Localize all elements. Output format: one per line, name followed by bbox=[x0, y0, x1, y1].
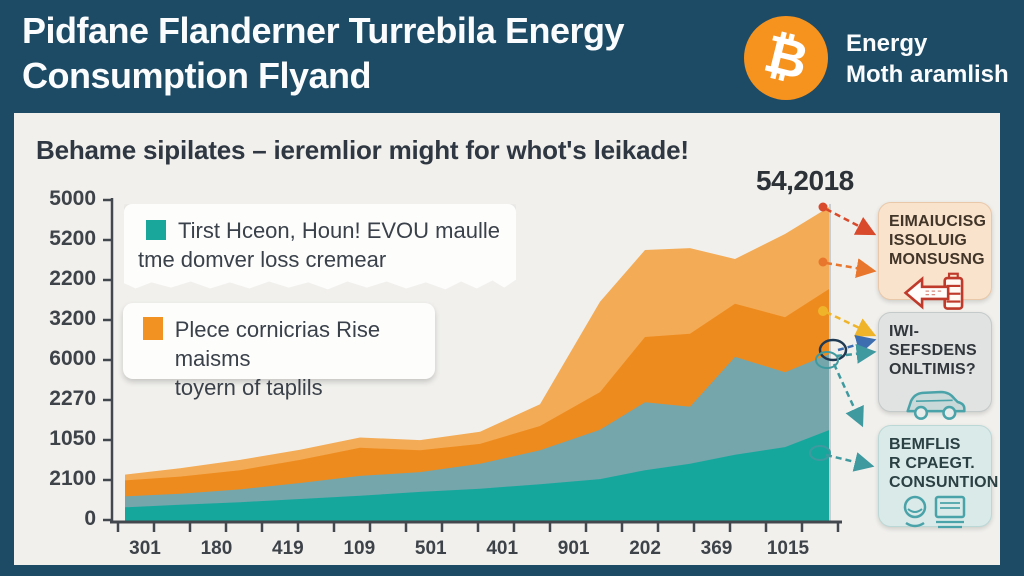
bitcoin-logo: ₿ bbox=[744, 16, 828, 100]
title-line-2: Consumption Flyand bbox=[22, 55, 371, 96]
orange-swatch-icon bbox=[143, 317, 163, 340]
coins-laptop-icon bbox=[903, 495, 966, 529]
callout-a-line-2: ISSOLUIG bbox=[889, 232, 968, 249]
y-tick-label: 5000 bbox=[49, 187, 96, 210]
x-tick-label: 301 bbox=[129, 538, 161, 559]
car-icon bbox=[906, 390, 966, 420]
peak-annotation: 54,2018 bbox=[756, 165, 854, 196]
callout-sessions: IWI- SEFSDENS ONLTIMIS? bbox=[878, 312, 992, 420]
callout-b-line-3: ONLTIMIS? bbox=[889, 361, 976, 378]
x-tick-label: 202 bbox=[629, 538, 661, 559]
logo-text-line-1: Energy bbox=[846, 30, 928, 57]
callout-c-line-1: BEMFLIS bbox=[889, 436, 961, 453]
x-tick-label: 180 bbox=[200, 538, 233, 559]
x-tick-label: 901 bbox=[557, 538, 590, 559]
legend-card-1: Tirst Hceon, Houn! EVOU maulle tme domve… bbox=[124, 204, 516, 290]
callout-c-line-3: CONSUNTION bbox=[889, 474, 999, 491]
content-panel: Behame sipilates – ieremlior might for w… bbox=[14, 113, 1000, 565]
bitcoin-icon: ₿ bbox=[758, 23, 814, 93]
y-tick-label: 0 bbox=[84, 507, 96, 530]
subtitle: Behame sipilates – ieremlior might for w… bbox=[36, 135, 689, 165]
teal-swatch-icon bbox=[146, 220, 166, 240]
x-tick-label: 369 bbox=[700, 538, 733, 559]
y-tick-label: 6000 bbox=[49, 347, 96, 370]
y-tick-label: 3200 bbox=[49, 307, 96, 330]
callout-b-line-1: IWI- bbox=[889, 323, 920, 340]
y-tick-label: 2270 bbox=[49, 387, 96, 410]
page-title: Pidfane Flanderner Turrebila Energy Cons… bbox=[22, 8, 625, 98]
title-line-1: Pidfane Flanderner Turrebila Energy bbox=[22, 10, 625, 51]
legend-1-text-1: Tirst Hceon, Houn! EVOU maulle bbox=[178, 218, 500, 243]
arrow-battery-icon bbox=[903, 272, 964, 310]
callout-c-line-2: R CPAEGT. bbox=[889, 455, 975, 472]
x-tick-label: 109 bbox=[343, 538, 376, 559]
y-tick-label: 2100 bbox=[49, 467, 96, 490]
callout-a-line-1: EIMAIUCISG bbox=[889, 213, 987, 230]
callout-emissions: EIMAIUCISG ISSOLUIG MONSUSNG bbox=[878, 202, 992, 310]
legend-1-line-1: Tirst Hceon, Houn! EVOU maulle bbox=[138, 216, 502, 245]
y-tick-label: 5200 bbox=[49, 227, 96, 250]
callout-a-line-3: MONSUSNG bbox=[889, 251, 985, 268]
y-tick-label: 2200 bbox=[49, 267, 96, 290]
callout-b-line-2: SEFSDENS bbox=[889, 342, 977, 359]
x-tick-label: 501 bbox=[414, 538, 447, 559]
x-tick-label: 1015 bbox=[766, 538, 810, 559]
x-tick-label: 419 bbox=[272, 538, 304, 559]
legend-1-line-2: tme domver loss cremear bbox=[138, 247, 387, 272]
area-teal-base bbox=[125, 429, 830, 522]
legend-card-2: Plece cornicrias Rise maisms toyern of t… bbox=[123, 303, 435, 400]
logo-text-line-2: Moth aramlish bbox=[846, 61, 1009, 88]
stacked-area-chart bbox=[103, 198, 842, 532]
legend-2-text: Plece cornicrias Rise maisms toyern of t… bbox=[175, 315, 421, 400]
logo-text: Energy Moth aramlish bbox=[846, 28, 1009, 90]
callout-consumption: BEMFLIS R CPAEGT. CONSUNTION bbox=[878, 425, 999, 529]
legend-2-line-2: toyern of taplils bbox=[174, 375, 323, 400]
legend-2-line-1: Plece cornicrias Rise maisms bbox=[174, 317, 381, 371]
y-tick-label: 1050 bbox=[49, 427, 96, 450]
x-tick-label: 401 bbox=[486, 538, 519, 559]
